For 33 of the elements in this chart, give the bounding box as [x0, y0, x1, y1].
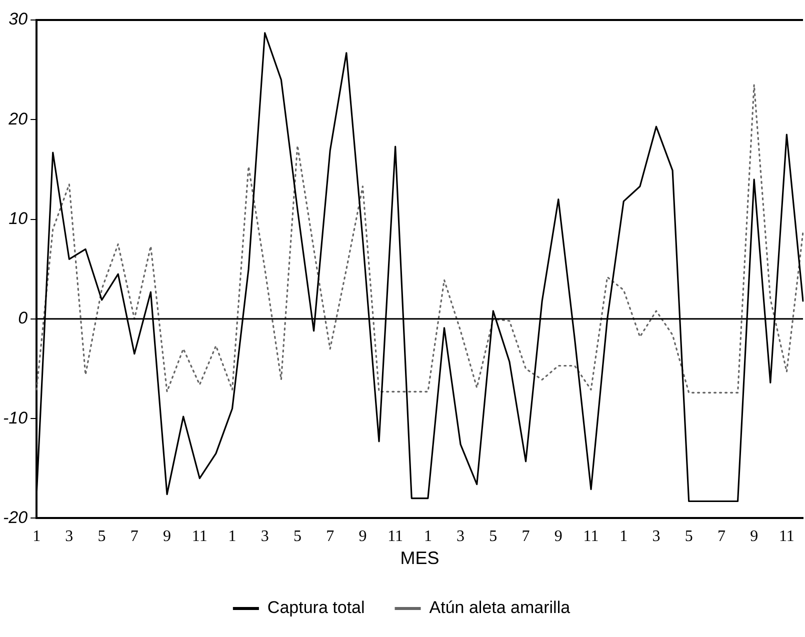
- x-tick-label: 1: [620, 528, 628, 546]
- x-tick-label: 11: [583, 528, 599, 546]
- x-tick-label: 11: [388, 528, 404, 546]
- x-tick-label: 1: [228, 528, 236, 546]
- x-tick-label: 5: [489, 528, 498, 546]
- x-tick-label: 1: [424, 528, 432, 546]
- x-tick-label: 7: [326, 528, 334, 546]
- x-tick-label: 5: [293, 528, 302, 546]
- x-tick-label: 9: [358, 528, 367, 546]
- y-tick-label: 30: [8, 10, 28, 29]
- x-tick-label: 5: [98, 528, 106, 546]
- x-tick-label: 9: [163, 528, 172, 546]
- x-tick-label: 5: [684, 528, 693, 546]
- x-tick-label: 7: [130, 528, 138, 546]
- x-tick-label: 7: [522, 528, 530, 546]
- x-tick-label: 3: [652, 528, 660, 546]
- x-axis-title: MES: [400, 548, 440, 568]
- x-tick-label: 11: [192, 528, 208, 546]
- x-tick-label: 3: [260, 528, 269, 546]
- y-tick-label: 0: [18, 308, 28, 328]
- x-tick-label: 3: [65, 528, 74, 546]
- x-tick-label: 1: [32, 528, 41, 546]
- y-tick-label: -10: [2, 408, 28, 428]
- x-tick-label: 7: [717, 528, 726, 546]
- legend-label: Atún aleta amarilla: [429, 598, 571, 618]
- x-tick-label: 9: [750, 528, 758, 546]
- legend-label: Captura total: [267, 598, 365, 618]
- y-tick-label: -20: [2, 508, 28, 527]
- x-tick-label: 9: [554, 528, 562, 546]
- x-tick-label: 3: [456, 528, 465, 546]
- y-tick-label: 20: [8, 109, 28, 128]
- y-tick-label: 10: [8, 209, 28, 228]
- x-tick-label: 11: [778, 528, 794, 546]
